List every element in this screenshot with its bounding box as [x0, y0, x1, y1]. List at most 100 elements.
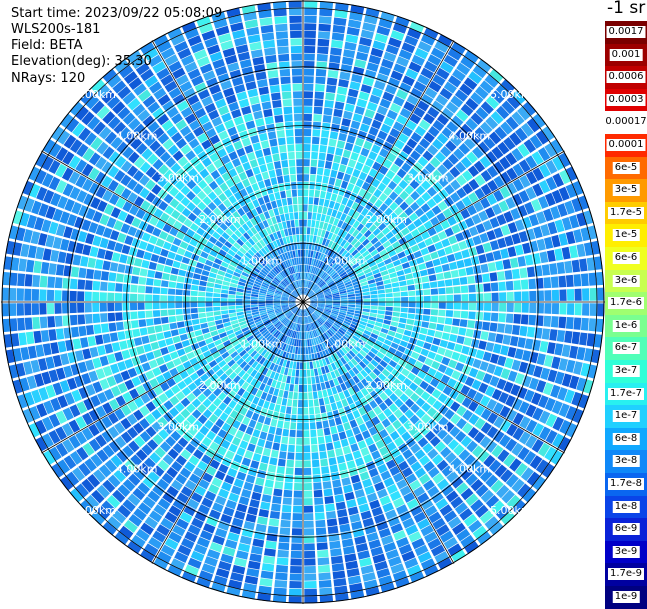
range-gate-cell: [425, 384, 436, 395]
range-gate-cell: [556, 329, 566, 343]
range-gate-cell: [122, 283, 131, 293]
range-gate-cell: [167, 564, 183, 577]
range-gate-cell: [389, 272, 398, 279]
range-gate-cell: [354, 195, 363, 204]
range-gate-cell: [512, 412, 524, 426]
range-gate-cell: [255, 173, 263, 182]
range-gate-cell: [311, 274, 315, 282]
range-gate-cell: [316, 336, 321, 344]
range-gate-cell: [264, 417, 272, 426]
range-gate-cell: [308, 306, 315, 312]
range-gate-cell: [333, 218, 340, 226]
range-gate-cell: [55, 442, 69, 457]
range-gate-cell: [286, 375, 291, 384]
range-gate-cell: [496, 484, 510, 499]
range-gate-cell: [288, 267, 293, 275]
range-gate-cell: [407, 357, 417, 366]
range-gate-cell: [333, 352, 340, 361]
range-gate-cell: [241, 214, 250, 223]
range-gate-cell: [198, 22, 214, 34]
range-gate-cell: [152, 465, 165, 477]
range-gate-cell: [436, 67, 450, 80]
range-gate-cell: [260, 93, 271, 103]
range-gate-cell: [317, 549, 329, 558]
range-gate-cell: [427, 485, 440, 498]
range-gate-cell: [338, 204, 346, 213]
range-gate-cell: [217, 446, 227, 456]
range-gate-cell: [57, 395, 69, 409]
range-gate-cell: [281, 351, 287, 359]
range-gate-cell: [237, 284, 245, 290]
range-gate-cell: [391, 355, 401, 363]
range-gate-cell: [573, 317, 582, 330]
range-gate-cell: [288, 275, 293, 283]
range-gate-cell: [358, 91, 370, 101]
range-gate-cell: [206, 368, 215, 378]
range-gate-cell: [334, 101, 345, 110]
range-gate-cell: [313, 312, 320, 318]
range-gate-cell: [344, 318, 352, 324]
range-gate-cell: [385, 302, 393, 307]
range-gate-cell: [389, 465, 401, 476]
range-gate-cell: [332, 24, 346, 34]
range-gate-cell: [304, 38, 316, 46]
range-gate-cell: [431, 423, 443, 435]
range-gate-cell: [340, 304, 348, 307]
range-gate-cell: [336, 455, 346, 464]
range-gate-cell: [102, 365, 113, 377]
range-gate-cell: [275, 357, 282, 365]
range-gate-cell: [297, 415, 303, 423]
range-gate-cell: [385, 509, 397, 520]
range-gate-cell: [367, 351, 376, 359]
range-gate-cell: [380, 123, 392, 134]
range-gate-cell: [172, 442, 184, 454]
range-gate-cell: [233, 478, 244, 488]
range-gate-cell: [215, 495, 227, 506]
range-gate-cell: [41, 219, 52, 233]
range-gate-cell: [292, 76, 303, 84]
range-gate-cell: [55, 223, 66, 237]
range-gate-cell: [167, 144, 179, 156]
range-gate-cell: [243, 307, 251, 312]
range-gate-cell: [476, 302, 484, 311]
range-gate-cell: [492, 430, 505, 443]
range-gate-cell: [186, 179, 197, 190]
range-gate-cell: [344, 363, 352, 371]
range-gate-cell: [228, 309, 236, 314]
range-gate-cell: [235, 295, 243, 299]
range-gate-cell: [287, 228, 293, 236]
range-gate-cell: [113, 220, 124, 231]
colorbar-tick-label: 3e-9: [612, 545, 640, 558]
range-gate-cell: [330, 169, 338, 178]
range-gate-cell: [360, 317, 368, 323]
range-gate-cell: [246, 318, 254, 324]
range-gate-cell: [131, 217, 142, 228]
range-gate-cell: [265, 300, 273, 302]
range-gate-cell: [461, 364, 472, 375]
range-gate-cell: [326, 77, 338, 86]
range-gate-cell: [311, 452, 319, 460]
range-gate-cell: [303, 98, 313, 106]
range-gate-cell: [495, 505, 510, 520]
range-gate-cell: [423, 479, 435, 491]
range-gate-cell: [93, 469, 106, 483]
range-gate-cell: [278, 263, 284, 271]
range-gate-cell: [101, 430, 114, 443]
range-gate-cell: [365, 175, 374, 185]
range-gate-cell: [169, 198, 180, 209]
range-gate-cell: [355, 178, 364, 188]
range-gate-cell: [50, 192, 62, 207]
range-gate-cell: [298, 384, 303, 392]
range-gate-cell: [303, 430, 310, 438]
range-gate-cell: [389, 490, 402, 502]
range-gate-cell: [333, 440, 342, 449]
range-gate-cell: [201, 497, 214, 508]
range-gate-cell: [192, 362, 202, 372]
range-gate-cell: [136, 345, 145, 355]
range-gate-cell: [287, 285, 293, 292]
range-gate-cell: [207, 342, 216, 350]
range-gate-cell: [257, 2, 271, 11]
range-gate-cell: [202, 388, 212, 398]
range-gate-cell: [418, 263, 427, 271]
range-gate-cell: [260, 455, 270, 464]
